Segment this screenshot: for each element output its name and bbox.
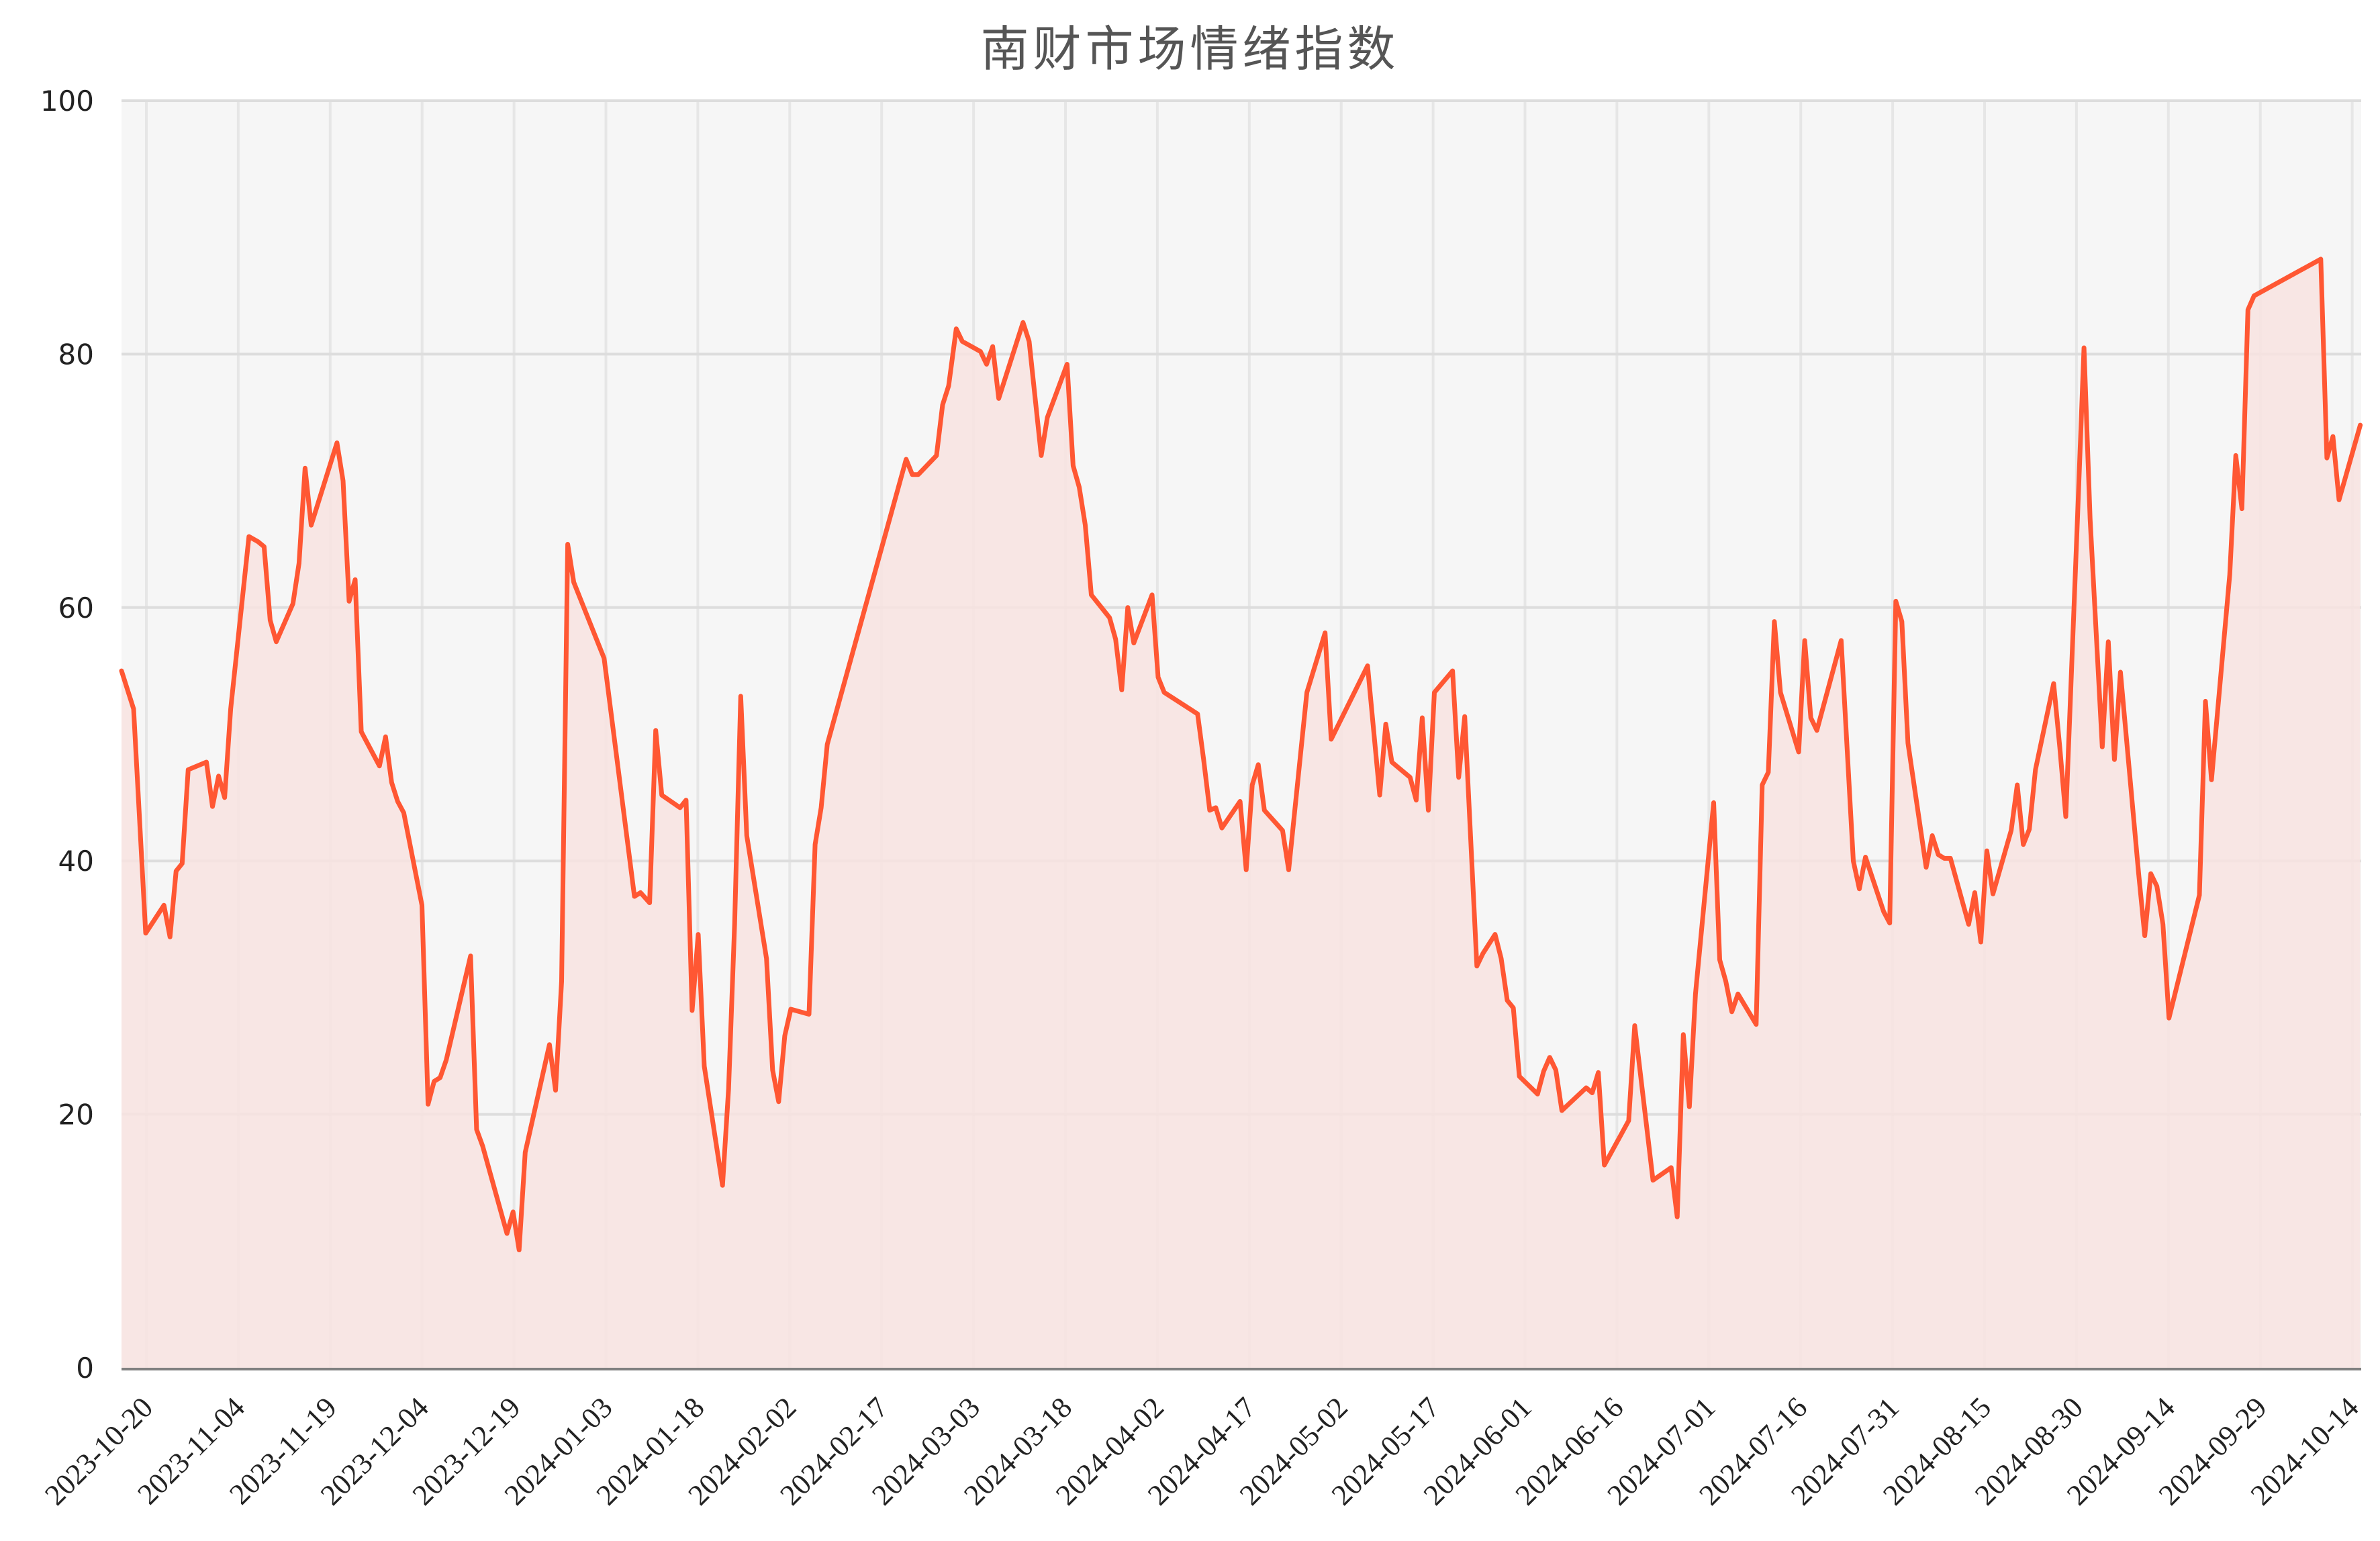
y-tick-label: 0	[76, 1352, 94, 1385]
y-axis-ticks: 0 20 40 60 80 100	[40, 85, 94, 1385]
chart-title: 南财市场情绪指数	[980, 21, 1400, 77]
x-axis-ticks: 2023-10-202023-11-042023-11-192023-12-04…	[38, 1391, 2365, 1511]
y-tick-label: 80	[58, 338, 94, 371]
sentiment-line	[119, 256, 2363, 1252]
y-tick-label: 60	[58, 592, 94, 624]
y-tick-label: 100	[40, 85, 94, 118]
y-tick-label: 40	[58, 845, 94, 878]
y-tick-label: 20	[58, 1099, 94, 1131]
